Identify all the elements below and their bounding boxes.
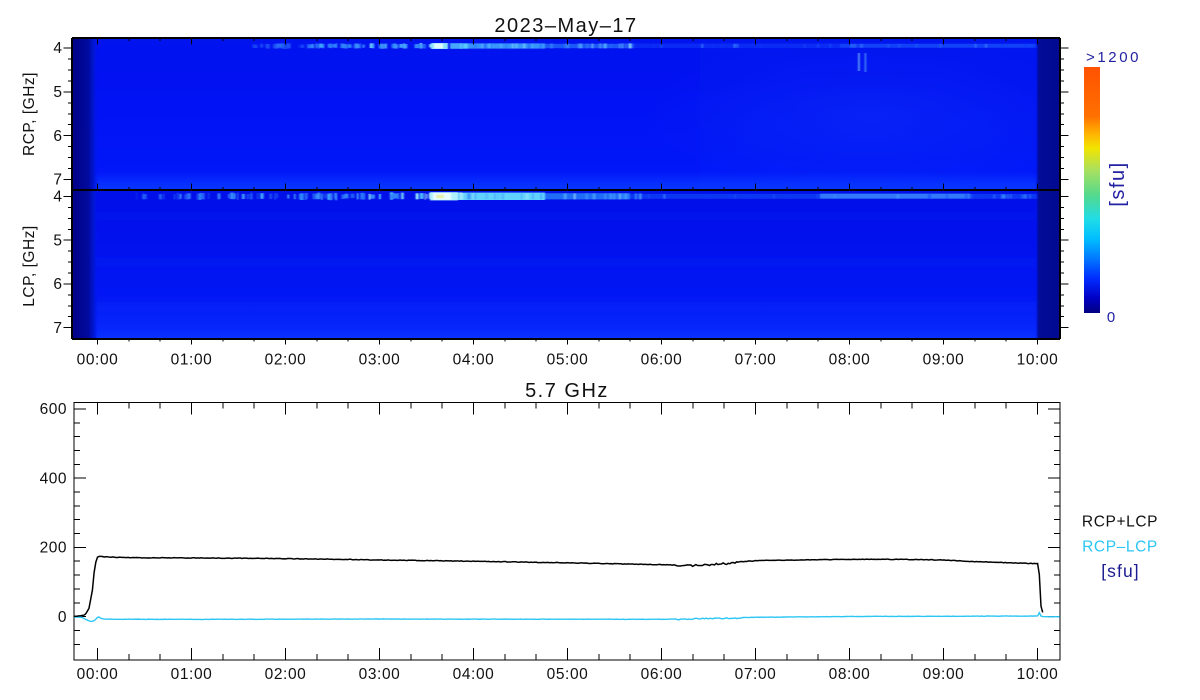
svg-text:5: 5 (53, 232, 62, 249)
svg-text:04:00: 04:00 (453, 352, 495, 369)
svg-text:10:00: 10:00 (1017, 352, 1059, 369)
svg-text:>1200: >1200 (1086, 49, 1141, 66)
svg-text:400: 400 (40, 470, 67, 487)
svg-text:08:00: 08:00 (829, 352, 871, 369)
svg-text:06:00: 06:00 (641, 352, 683, 369)
svg-text:07:00: 07:00 (735, 352, 777, 369)
svg-text:4: 4 (53, 189, 62, 206)
svg-text:09:00: 09:00 (923, 666, 965, 683)
svg-text:02:00: 02:00 (265, 666, 307, 683)
svg-text:6: 6 (53, 276, 62, 293)
svg-text:LCP, [GHz]: LCP, [GHz] (21, 225, 38, 306)
svg-text:09:00: 09:00 (923, 352, 965, 369)
svg-text:200: 200 (40, 540, 67, 557)
svg-text:08:00: 08:00 (829, 666, 871, 683)
svg-text:04:00: 04:00 (453, 666, 495, 683)
svg-text:600: 600 (40, 401, 67, 418)
svg-text:RCP+LCP: RCP+LCP (1082, 514, 1158, 531)
svg-text:5: 5 (53, 84, 62, 101)
svg-text:4: 4 (53, 40, 62, 57)
svg-text:7: 7 (53, 172, 62, 189)
svg-text:05:00: 05:00 (547, 666, 589, 683)
svg-text:0: 0 (58, 609, 67, 626)
svg-text:5.7 GHz: 5.7 GHz (525, 380, 609, 402)
svg-text:07:00: 07:00 (735, 666, 777, 683)
svg-text:03:00: 03:00 (359, 666, 401, 683)
svg-text:7: 7 (53, 320, 62, 337)
svg-text:01:00: 01:00 (171, 666, 213, 683)
svg-text:2023–May–17: 2023–May–17 (494, 15, 637, 37)
svg-text:[sfu]: [sfu] (1101, 561, 1140, 581)
svg-text:03:00: 03:00 (359, 352, 401, 369)
svg-text:00:00: 00:00 (77, 666, 119, 683)
svg-text:[sfu]: [sfu] (1107, 161, 1129, 206)
svg-text:0: 0 (1107, 309, 1115, 326)
svg-text:RCP–LCP: RCP–LCP (1082, 539, 1158, 556)
svg-text:06:00: 06:00 (641, 666, 683, 683)
svg-text:02:00: 02:00 (265, 352, 307, 369)
svg-text:01:00: 01:00 (171, 352, 213, 369)
svg-text:RCP, [GHz]: RCP, [GHz] (21, 72, 38, 156)
svg-text:10:00: 10:00 (1017, 666, 1059, 683)
svg-text:6: 6 (53, 128, 62, 145)
svg-text:05:00: 05:00 (547, 352, 589, 369)
svg-text:00:00: 00:00 (77, 352, 119, 369)
